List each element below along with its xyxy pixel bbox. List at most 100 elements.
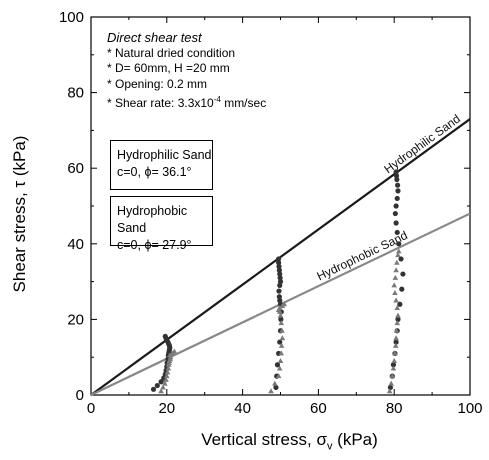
hydrophobic-point [164,369,171,375]
note-opening: * Opening: 0.2 mm [107,76,208,91]
note-title: Direct shear test [107,30,202,45]
y-axis-title: Shear stress, τ (kPa) [10,135,29,293]
hydrophilic-point [276,288,282,294]
hydrophobic-point [278,350,285,356]
hydrophobic-point [393,267,399,273]
hydrophobic-point [276,365,283,371]
hydrophilic-point [393,220,399,226]
hydrophobic-point [388,380,394,386]
hydrophilic-point [276,256,282,262]
hydrophilic-fit-line [90,118,471,396]
shear-rate-base: * Shear rate: 3.3x10 [107,96,214,110]
hydrophilic-point [400,271,406,277]
x-tick-label: 20 [158,400,175,417]
hydrophilic-point [394,195,400,202]
hydrophobic-point [162,380,168,386]
note-condition: * Natural dried condition [107,45,236,60]
hydrophilic-line-label: Hydrophilic Sand [381,112,463,177]
hydrophilic-point [393,203,399,209]
hydrophobic-fit-name: Hydrophobic Sand [117,204,188,235]
hydrophobic-point [275,373,282,379]
hydrophilic-point [273,384,279,391]
x-tick-label: 80 [386,400,403,417]
x-tick-label: 40 [234,400,251,417]
hydrophilic-fit-params: c=0, ϕ= 36.1° [117,165,192,179]
hydrophobic-point [392,289,398,295]
x-tick-label: 100 [457,400,482,417]
hydrophilic-point [393,173,400,179]
y-tick-label: 20 [67,311,84,328]
hydrophilic-point [392,210,398,217]
y-tick-label: 80 [67,85,84,102]
hydrophobic-point [167,352,173,358]
x-tick-label: 60 [310,400,327,417]
hydrophobic-point [395,312,401,318]
y-tick-label: 40 [67,236,84,253]
shear-rate-exponent: -4 [213,95,221,104]
hydrophobic-point [276,305,283,311]
hydrophilic-point [274,362,281,368]
x-tick-label: 0 [87,400,95,417]
test-conditions-note: Direct shear test * Natural dried condit… [107,30,266,112]
x-axis-title: Vertical stress, σv (kPa) [201,430,378,453]
hydrophilic-point [277,271,283,277]
hydrophilic-point [150,386,157,392]
hydrophobic-point [277,357,284,363]
hydrophilic-point [278,316,284,322]
hydrophilic-point [395,182,401,188]
hydrophobic-point [160,384,166,390]
hydrophobic-point [389,373,396,379]
hydrophilic-point [393,339,399,345]
hydrophilic-point [399,286,405,292]
hydrophobic-point [392,350,398,356]
hydrophobic-point [268,388,274,394]
y-tick-label: 60 [67,160,84,177]
hydrophilic-point [390,362,397,368]
hydrophobic-point [281,301,288,307]
hydrophilic-point [276,260,282,266]
hydrophilic-fit-name: Hydrophilic Sand [117,148,212,162]
hydrophobic-point [279,327,285,333]
hydrophobic-point [392,274,399,280]
hydrophilic-point [276,263,282,270]
y-tick-label: 0 [76,387,84,404]
hydrophilic-point [387,384,394,391]
hydrophilic-point [397,301,403,307]
hydrophobic-point [278,342,285,348]
hydrophilic-point [277,275,283,281]
hydrophobic-point [394,305,401,311]
hydrophobic-point [392,342,399,348]
hydrophilic-point [158,379,164,385]
hydrophobic-point [391,357,397,363]
hydrophobic-fit-params: c=0, ϕ= 27.9° [117,238,192,252]
hydrophobic-point [165,365,172,371]
y-tick-label: 100 [59,9,84,26]
hydrophobic-point [272,380,278,386]
hydrophobic-point [394,259,400,265]
hydrophobic-point [395,252,401,258]
hydrophilic-point [276,294,282,300]
hydrophobic-point [391,282,397,288]
hydrophobic-point [395,248,402,254]
hydrophobic-point [393,335,399,341]
hydrophilic-point [276,267,282,273]
hydrophilic-point [395,188,401,194]
hydrophilic-point [162,333,168,340]
hydrophilic-point [277,279,284,285]
hydrophobic-point [277,312,284,318]
hydrophobic-fit-box: Hydrophobic Sand c=0, ϕ= 27.9° [110,196,213,252]
hydrophobic-point [171,348,178,354]
hydrophilic-fit-box: Hydrophilic Sand c=0, ϕ= 36.1° [110,140,213,190]
hydrophobic-point [158,388,164,394]
hydrophobic-point [386,388,393,394]
hydrophobic-point [390,365,397,371]
hydrophilic-point [277,339,283,345]
hydrophilic-point [394,176,400,183]
hydrophilic-point [395,316,401,322]
hydrophobic-point [393,327,400,333]
hydrophilic-point [277,297,283,304]
hydrophobic-point [393,297,399,303]
hydrophobic-point [394,320,401,326]
hydrophobic-point [278,320,285,326]
note-dimensions: * D= 60mm, H =20 mm [107,61,230,75]
